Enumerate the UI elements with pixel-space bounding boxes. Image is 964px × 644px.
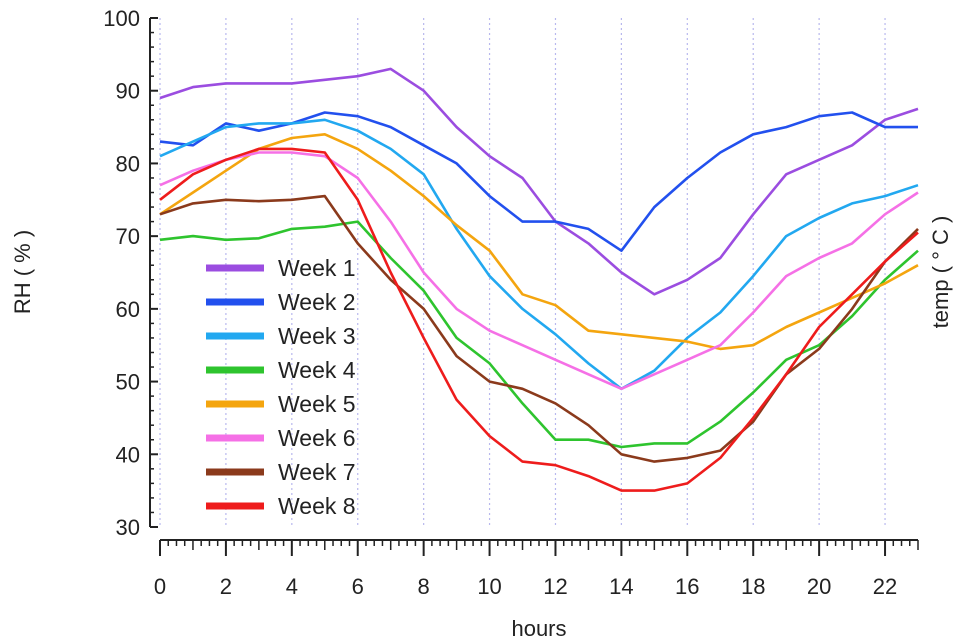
legend-label-week-4: Week 4 (278, 357, 356, 383)
series-line-week-7 (159, 194, 919, 463)
x-tick-label-8: 8 (418, 574, 430, 599)
series-line-week-6 (159, 151, 919, 391)
y-tick-label-80: 80 (116, 151, 140, 176)
y-tick-label-30: 30 (116, 515, 140, 540)
legend: Week 1 Week 2 Week 3 Week 4 Week 5 Week 6 Week… (206, 255, 356, 519)
y-tick-label-70: 70 (116, 224, 140, 249)
legend-label-week-7: Week 7 (278, 459, 356, 485)
series-line-week-1 (159, 67, 919, 296)
y-tick-label-90: 90 (116, 79, 140, 104)
x-tick-label-16: 16 (675, 574, 699, 599)
x-tick-label-20: 20 (807, 574, 831, 599)
axes: 30 40 50 60 70 80 90 100 0 2 4 6 8 10 12 14 16 18 20 22 (103, 6, 919, 599)
series-line-week-2 (159, 111, 918, 252)
x-tick-label-2: 2 (220, 574, 232, 599)
x-tick-label-22: 22 (873, 574, 897, 599)
y2-axis-title: temp ( ° C ) (928, 216, 953, 329)
x-tick-label-10: 10 (477, 574, 501, 599)
legend-label-week-1: Week 1 (278, 255, 356, 281)
legend-label-week-8: Week 8 (278, 493, 356, 519)
series-line-week-8 (159, 147, 919, 492)
y-axis-title: RH ( % ) (10, 230, 35, 314)
y-tick-label-60: 60 (116, 297, 140, 322)
legend-label-week-6: Week 6 (278, 425, 356, 451)
legend-label-week-3: Week 3 (278, 323, 356, 349)
legend-label-week-5: Week 5 (278, 391, 356, 417)
series-line-week-3 (159, 118, 919, 391)
series-lines (159, 67, 919, 492)
x-tick-label-14: 14 (609, 574, 633, 599)
x-tick-label-0: 0 (154, 574, 166, 599)
vertical-gridlines (159, 18, 886, 527)
x-tick-label-18: 18 (741, 574, 765, 599)
y-tick-label-50: 50 (116, 370, 140, 395)
x-tick-label-6: 6 (352, 574, 364, 599)
series-line-week-4 (159, 220, 919, 449)
x-tick-label-4: 4 (286, 574, 298, 599)
y-tick-label-100: 100 (103, 6, 140, 31)
y-tick-label-40: 40 (116, 442, 140, 467)
series-line-week-5 (159, 133, 919, 351)
legend-label-week-2: Week 2 (278, 289, 356, 315)
x-tick-label-12: 12 (543, 574, 567, 599)
x-axis-title: hours (511, 616, 566, 641)
